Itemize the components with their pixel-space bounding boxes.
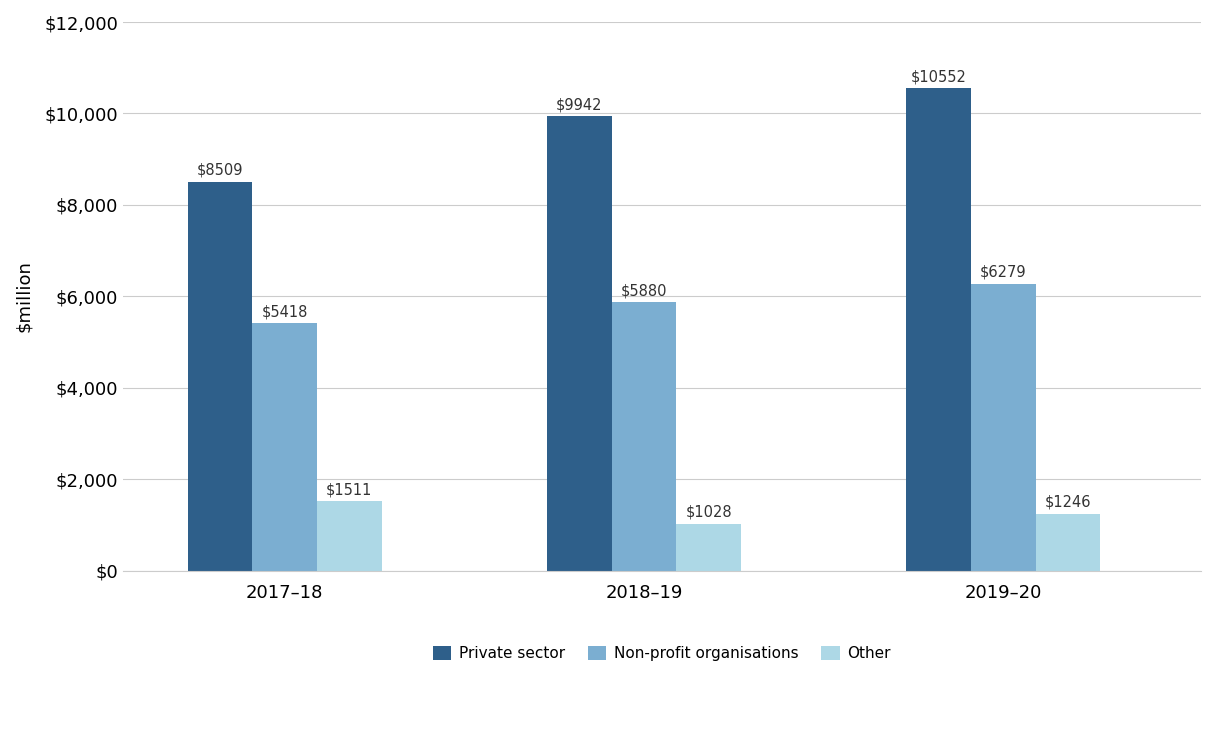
Bar (612, 302, 676, 571)
Bar (317, 502, 382, 571)
Bar (547, 116, 612, 571)
Text: $9942: $9942 (556, 98, 602, 112)
Text: $8509: $8509 (197, 163, 243, 178)
Y-axis label: $million: $million (15, 260, 33, 332)
Bar (187, 182, 252, 571)
Text: $5880: $5880 (620, 283, 668, 298)
Bar (676, 523, 741, 571)
Text: $1246: $1246 (1045, 495, 1091, 510)
Text: $1028: $1028 (686, 505, 732, 520)
Bar (972, 284, 1036, 571)
Bar (252, 323, 317, 571)
Bar (906, 88, 972, 571)
Text: $10552: $10552 (911, 69, 967, 85)
Bar (1036, 513, 1100, 571)
Legend: Private sector, Non-profit organisations, Other: Private sector, Non-profit organisations… (426, 639, 899, 668)
Text: $5418: $5418 (261, 304, 308, 319)
Text: $6279: $6279 (980, 265, 1026, 280)
Text: $1511: $1511 (326, 483, 372, 498)
